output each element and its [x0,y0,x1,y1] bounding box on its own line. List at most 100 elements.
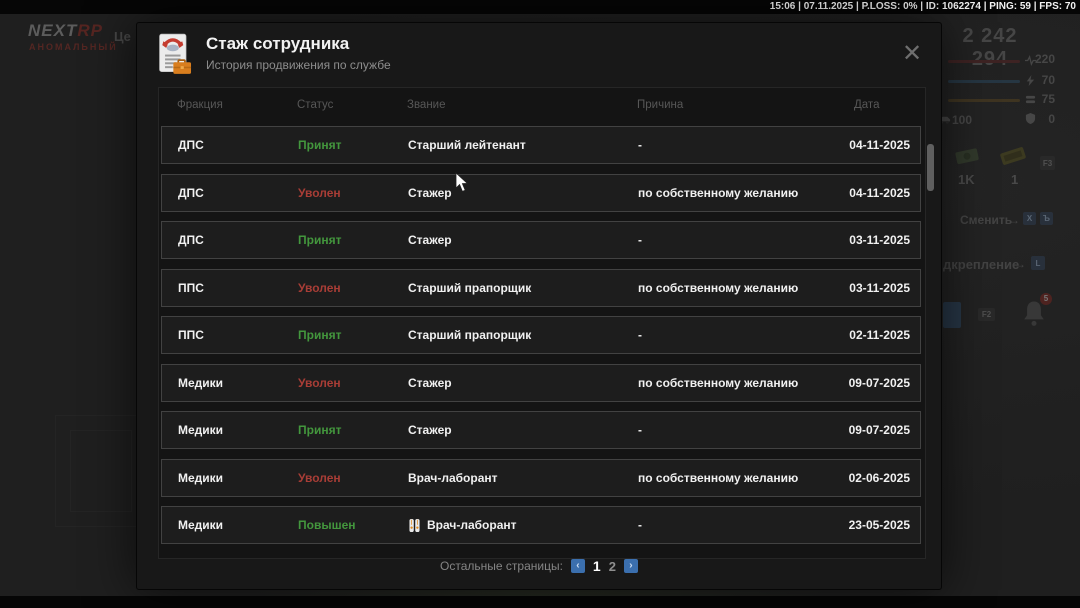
pagination-label: Остальные страницы: [440,559,563,573]
cell-status: Принят [298,423,342,437]
armor-icon [1025,113,1036,124]
cell-status: Уволен [298,375,341,390]
cell-rank: Старший лейтенант [408,138,638,152]
rank-label: Врач-лаборант [427,518,517,532]
energy-icon [1026,75,1035,86]
table-row: ДПС Принят Стажер - 03-11-2025 [161,221,921,259]
cell-rank: Стажер [408,186,638,200]
key-l: L [1031,256,1045,270]
hunger-value: 75 [1041,92,1055,106]
background-window-pane [70,430,132,512]
cell-reason: по собственному желанию [638,185,799,200]
cell-date: 03-11-2025 [849,233,910,247]
cell-faction: Медики [178,423,224,437]
hunger-bar [948,99,1020,102]
table-row: Медики Уволен Врач-лаборант по собственн… [161,458,921,497]
cell-reason: - [638,138,642,152]
cell-faction: ДПС [178,138,204,152]
cell-rank: Стажер [408,376,638,390]
prev-page-button[interactable]: ‹ [570,559,585,573]
cell-date: 02-06-2025 [848,470,910,485]
rank-label: Старший прапорщик [408,328,532,342]
cell-rank: Старший прапорщик [408,328,638,342]
energy-bar [948,80,1020,83]
server-logo: NEXTRP [28,21,103,41]
rank-label: Старший лейтенант [408,138,526,152]
rank-label: Врач-лаборант [408,470,498,485]
cell-faction: ППС [178,328,204,342]
cell-status: Уволен [298,470,341,485]
rank-label: Стажер [408,185,452,200]
rank-label: Стажер [408,233,452,247]
partial-background-text: Це [114,29,131,44]
cell-reason: - [638,328,642,342]
cell-date: 09-07-2025 [848,423,910,437]
cell-status: Уволен [298,185,341,200]
tenure-document-icon [159,33,192,74]
cell-status: Принят [298,328,342,342]
table-row: ППС Принят Старший прапорщик - 02-11-202… [161,316,921,354]
cell-reason: - [638,423,642,437]
cell-date: 02-11-2025 [849,328,910,342]
cell-faction: ДПС [178,233,204,247]
cell-status: Уволен [298,280,341,295]
column-rank: Звание [407,99,446,111]
page-number[interactable]: 1 [592,558,601,574]
energy-value: 70 [1041,73,1055,87]
page-number[interactable]: 2 [608,558,616,574]
key-f2: F2 [978,308,995,321]
notification-badge: 5 [1040,293,1052,305]
bell-icon [1024,301,1044,326]
rank-label: Стажер [408,423,452,437]
status-bar: 15:06 | 07.11.2025 | P.LOSS: 0% | ID: 10… [0,0,1080,14]
table-row: ППС Уволен Старший прапорщик по собствен… [161,268,921,307]
armor-value: 0 [1048,112,1055,126]
cell-status: Принят [298,233,342,247]
cell-date: 04-11-2025 [849,138,910,152]
table-body: ДПС Принят Старший лейтенант - 04-11-202… [161,126,921,554]
cell-status: Повышен [298,518,356,532]
logo-text: NEXT [28,21,78,40]
modal-subtitle: История продвижения по службе [206,58,391,72]
mouse-cursor [455,172,469,192]
pulse-value: 220 [1034,52,1055,66]
pulse-icon [1025,55,1036,66]
scrollbar-thumb[interactable] [927,144,934,191]
change-label: Сменить [960,213,1013,227]
gps-icon [943,302,961,328]
pagination: Остальные страницы: ‹ 1 2 › [137,558,941,574]
table-header: Фракция Статус Звание Причина Дата [161,97,921,113]
modal-title: Стаж сотрудника [206,34,350,53]
column-date: Дата [854,99,880,111]
cell-status: Принят [298,138,342,152]
reinforcement-arrow-icon: → [1014,257,1026,271]
table-row: ДПС Уволен Стажер по собственному желани… [161,173,921,212]
table-row: Медики Уволен Стажер по собственному жел… [161,363,921,402]
bottom-letterbox-bar [0,596,1080,608]
next-page-button[interactable]: › [623,559,638,573]
cell-reason: - [638,518,642,532]
cell-reason: по собственному желанию [638,470,799,485]
table-row: Медики Принят Стажер - 09-07-2025 [161,411,921,449]
cell-date: 23-05-2025 [848,518,910,532]
cell-reason: - [638,233,642,247]
cell-rank: Стажер [408,423,638,437]
key-hardsign: Ъ [1040,212,1053,225]
close-icon[interactable]: ✕ [901,40,923,67]
cell-rank: Стажер [408,233,638,247]
cell-faction: Медики [178,518,224,532]
status-bar-text: 15:06 | 07.11.2025 | P.LOSS: 0% | ID: 10… [769,1,1076,12]
money-counter: 2 242 294 [962,25,1018,70]
column-status: Статус [297,99,334,111]
cell-date: 04-11-2025 [849,185,910,200]
cell-rank: Врач-лаборант [408,517,638,534]
employee-tenure-modal: Стаж сотрудника История продвижения по с… [136,22,942,590]
column-reason: Причина [637,99,684,111]
key-f3: F3 [1040,156,1055,170]
rank-label: Стажер [408,375,452,390]
hunger-icon [1025,95,1036,104]
logo-accent: RP [77,21,103,40]
cell-date: 03-11-2025 [849,280,910,295]
reinforcement-label: дкрепление [943,257,1020,272]
